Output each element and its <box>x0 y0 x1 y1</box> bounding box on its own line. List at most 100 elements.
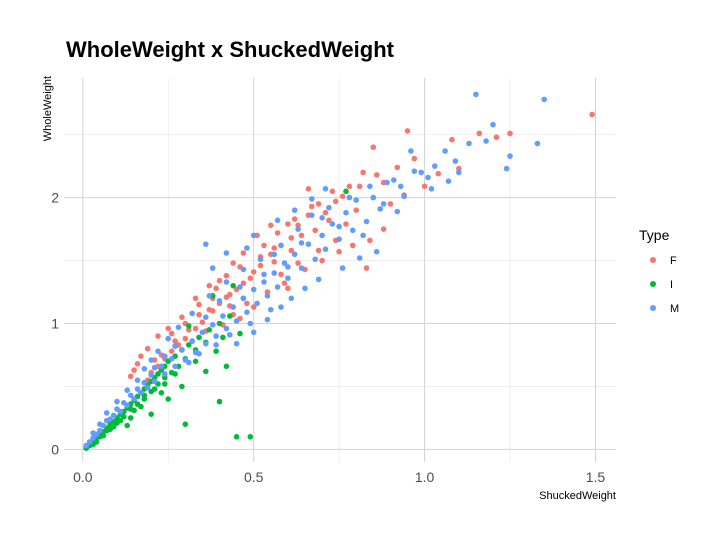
y-tick-label: 1 <box>51 316 59 332</box>
data-point <box>230 282 236 289</box>
data-point <box>343 188 349 195</box>
data-point <box>158 363 165 370</box>
series-M <box>83 91 547 449</box>
data-point <box>360 232 366 239</box>
data-point <box>155 371 161 377</box>
data-point <box>179 383 185 390</box>
data-point <box>240 280 247 287</box>
data-point <box>103 410 110 416</box>
data-point <box>144 345 151 352</box>
data-point <box>288 295 295 302</box>
data-point <box>213 342 219 348</box>
data-point <box>155 348 161 355</box>
data-point <box>295 226 301 232</box>
data-point <box>186 359 192 366</box>
data-point <box>367 183 373 190</box>
data-point <box>449 136 455 143</box>
series-I <box>83 188 349 452</box>
data-point <box>377 206 384 212</box>
data-point <box>240 266 247 273</box>
legend-label: I <box>670 279 673 291</box>
data-point <box>196 311 202 318</box>
data-point <box>192 358 199 365</box>
data-point <box>134 377 141 384</box>
data-point <box>288 247 295 254</box>
data-point <box>168 330 175 337</box>
data-point <box>309 196 315 202</box>
data-point <box>223 363 230 370</box>
data-point <box>356 183 363 190</box>
data-point <box>124 402 130 409</box>
data-point <box>165 396 171 402</box>
data-point <box>350 227 356 234</box>
data-point <box>363 218 370 225</box>
data-point <box>278 304 284 310</box>
data-point <box>339 193 346 200</box>
data-point <box>394 208 401 215</box>
data-point <box>268 306 274 313</box>
data-point <box>456 169 462 176</box>
data-point <box>326 204 332 211</box>
data-point <box>336 223 342 230</box>
data-point <box>206 306 213 313</box>
data-point <box>339 265 346 271</box>
data-point <box>203 340 209 347</box>
data-point <box>278 271 284 278</box>
data-point <box>373 248 380 255</box>
data-point <box>227 291 233 298</box>
data-point <box>271 251 278 258</box>
data-point <box>261 242 267 249</box>
data-point <box>144 384 151 391</box>
data-point <box>257 256 264 263</box>
data-point <box>230 304 236 310</box>
data-point <box>250 329 257 336</box>
data-point <box>322 186 329 192</box>
data-point <box>148 372 154 378</box>
data-point <box>227 332 233 338</box>
data-point <box>476 130 483 137</box>
data-point <box>209 265 216 271</box>
data-point <box>203 314 209 321</box>
data-point <box>97 427 103 434</box>
legend-label: F <box>670 255 677 267</box>
data-point <box>312 227 319 234</box>
data-point <box>305 186 312 192</box>
data-point <box>172 338 178 344</box>
data-point <box>274 284 281 290</box>
data-point <box>442 148 448 154</box>
data-point <box>162 381 168 387</box>
x-tick-label: 1.5 <box>586 469 606 485</box>
data-point <box>103 427 110 434</box>
data-point <box>408 148 414 154</box>
data-point <box>175 324 182 331</box>
data-point <box>421 183 428 190</box>
data-point <box>186 323 192 329</box>
data-point <box>240 295 247 302</box>
data-point <box>367 237 373 244</box>
data-point <box>182 421 189 428</box>
x-tick-label: 0.5 <box>244 469 264 485</box>
data-point <box>216 277 223 284</box>
data-point <box>315 247 322 254</box>
data-point <box>322 209 329 216</box>
data-point <box>141 379 148 386</box>
data-point <box>254 300 260 307</box>
data-point <box>155 333 161 339</box>
data-point <box>114 398 120 405</box>
data-point <box>261 271 267 278</box>
data-point <box>257 262 264 269</box>
data-point <box>309 203 315 210</box>
data-point <box>391 177 397 183</box>
data-point <box>206 282 213 289</box>
x-tick-label: 1.0 <box>415 469 435 485</box>
data-point <box>233 434 240 440</box>
data-point <box>216 320 223 327</box>
data-point <box>285 275 291 282</box>
data-point <box>138 403 144 410</box>
data-point <box>315 276 322 283</box>
data-point <box>264 293 271 299</box>
data-point <box>186 342 192 348</box>
legend-title: Type <box>639 227 670 243</box>
data-point <box>418 169 425 176</box>
